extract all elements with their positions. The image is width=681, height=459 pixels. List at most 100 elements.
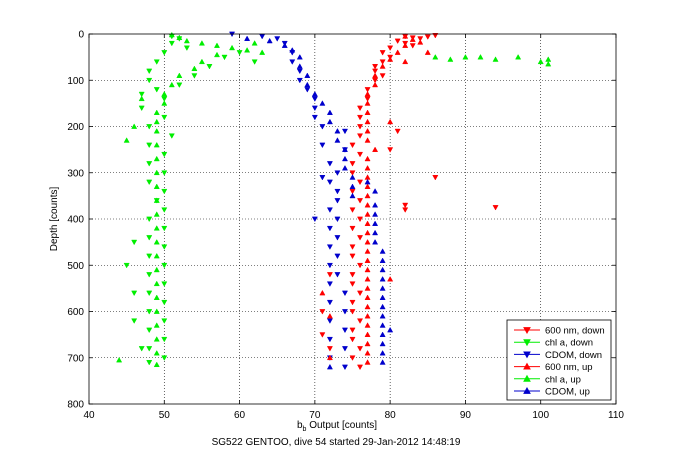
data-point (379, 59, 386, 65)
x-tick-label: 40 (83, 410, 95, 421)
data-point (334, 216, 341, 223)
data-point (349, 281, 356, 287)
data-point (357, 151, 364, 158)
data-point (341, 155, 348, 162)
data-point (161, 355, 168, 361)
data-point (326, 299, 333, 306)
data-point (131, 290, 138, 297)
x-tick-label: 80 (385, 410, 397, 421)
legend-box (506, 319, 612, 401)
data-point (341, 346, 348, 352)
data-point (334, 128, 341, 134)
data-point (334, 235, 341, 241)
data-point (326, 161, 333, 167)
data-point (387, 276, 394, 282)
data-point (304, 72, 311, 78)
data-point (176, 34, 183, 41)
data-point (334, 272, 341, 278)
data-point (364, 248, 371, 254)
y-tick-label: 400 (67, 215, 84, 226)
data-point (334, 198, 341, 204)
data-point (168, 133, 175, 139)
data-point (364, 229, 371, 236)
data-point (319, 175, 326, 181)
data-point (289, 47, 296, 53)
data-point (364, 340, 371, 347)
data-point (364, 257, 371, 263)
data-point (364, 100, 371, 106)
data-point (357, 364, 364, 371)
data-point (364, 322, 371, 328)
legend-marker (523, 386, 531, 394)
data-point (462, 54, 469, 60)
data-point (409, 36, 416, 42)
data-point (326, 244, 333, 250)
data-points (116, 31, 552, 371)
data-point (326, 336, 333, 343)
data-point (379, 276, 386, 282)
legend-entry: chl a, up (514, 374, 581, 385)
data-point (515, 54, 522, 60)
data-point (153, 308, 160, 314)
x-tick-label: 70 (309, 410, 321, 421)
data-point (402, 58, 409, 65)
data-point (153, 155, 160, 162)
data-point (251, 40, 258, 46)
legend-entry: CDOM, down (514, 350, 602, 361)
data-point (168, 40, 175, 47)
data-point (341, 364, 348, 371)
data-point (326, 281, 333, 287)
data-point (206, 64, 213, 70)
data-point (213, 42, 221, 48)
data-point (319, 289, 326, 296)
data-point (153, 294, 160, 300)
y-axis-label: Depth [counts] (49, 187, 60, 252)
legend-marker (523, 327, 531, 335)
data-point (349, 299, 356, 306)
data-point (387, 147, 394, 153)
legend-marker (523, 351, 531, 359)
data-point (161, 50, 168, 56)
data-point (357, 262, 364, 269)
data-point (364, 118, 371, 125)
data-point (545, 60, 552, 67)
data-point (364, 165, 371, 171)
data-point (364, 91, 371, 97)
data-point (131, 239, 138, 246)
y-tick-label: 700 (67, 353, 84, 364)
data-point (183, 37, 190, 44)
data-point (296, 77, 303, 84)
legend-label: 600 nm, down (545, 326, 605, 337)
data-point (153, 266, 160, 273)
data-point (379, 248, 386, 254)
data-point (334, 137, 341, 143)
data-point (326, 118, 333, 125)
x-axis-label-main: b (297, 420, 303, 431)
data-point (146, 216, 153, 223)
data-point (161, 170, 168, 176)
data-point (379, 63, 386, 69)
data-point (123, 137, 130, 143)
data-point (153, 211, 160, 217)
data-point (341, 327, 348, 334)
data-point (138, 346, 145, 352)
data-point (319, 309, 326, 315)
data-point (357, 318, 364, 324)
legend-label: CDOM, down (545, 350, 602, 361)
data-point (168, 31, 175, 38)
data-point (213, 51, 221, 58)
data-point (432, 54, 439, 60)
data-point (372, 188, 379, 194)
data-point (161, 244, 168, 250)
data-point (319, 332, 326, 338)
data-point (394, 49, 401, 55)
data-point (138, 105, 145, 112)
data-point (349, 272, 356, 278)
data-point (131, 123, 138, 129)
data-point (349, 183, 356, 189)
data-point (161, 100, 168, 106)
data-point (183, 45, 190, 51)
data-point (319, 124, 326, 130)
data-point (357, 124, 364, 130)
data-point (146, 179, 153, 186)
